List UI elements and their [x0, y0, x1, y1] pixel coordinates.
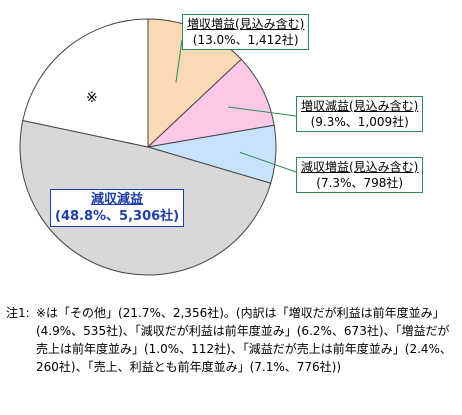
leader-line-zoushu_geneki: [228, 106, 297, 117]
label-zoushu-geneki-value: (9.3%、1,009社): [310, 115, 409, 129]
footnote-text: ※は「その他」(21.7%、2,356社)。(内訳は「増収だが利益は前年度並み」…: [36, 306, 452, 374]
label-genshu-geneki-title: 減収減益: [91, 192, 144, 207]
leader-line-genshu_zoueki: [239, 151, 297, 173]
label-genshu-zoueki-title: 減収増益(見込み含む): [301, 160, 419, 174]
pie-slices: [19, 18, 277, 276]
footnote-label: 注1:: [6, 306, 30, 320]
label-other-mark: ※: [86, 90, 98, 106]
label-genshu-zoueki: 減収増益(見込み含む) (7.3%、798社): [296, 157, 424, 193]
pie-slice-other: [22, 18, 149, 148]
label-zoushu-zoueki-title: 増収増益(見込み含む): [187, 17, 305, 31]
label-genshu-zoueki-value: (7.3%、798社): [316, 176, 404, 190]
leader-lines: [175, 39, 297, 173]
label-genshu-geneki: 減収減益 (48.8%、5,306社): [50, 189, 185, 227]
label-genshu-geneki-value: (48.8%、5,306社): [55, 209, 180, 224]
label-zoushu-geneki-title: 増収減益(見込み含む): [301, 99, 419, 113]
footnote: 注1: ※は「その他」(21.7%、2,356社)。(内訳は「増収だが利益は前年…: [6, 304, 458, 376]
label-zoushu-zoueki-value: (13.0%、1,412社): [192, 33, 299, 47]
label-zoushu-zoueki: 増収増益(見込み含む) (13.0%、1,412社): [182, 14, 310, 50]
leader-line-zoushu_zoueki: [175, 39, 183, 83]
label-zoushu-geneki: 増収減益(見込み含む) (9.3%、1,009社): [296, 96, 424, 132]
